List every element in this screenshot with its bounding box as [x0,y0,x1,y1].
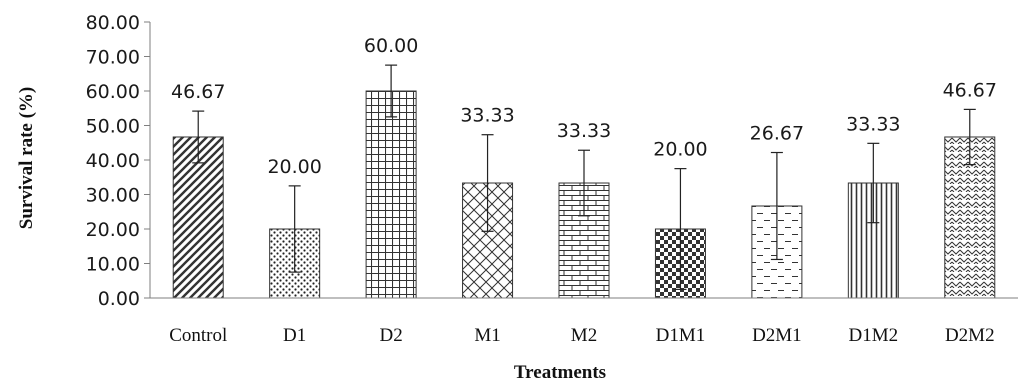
x-axis-categories: Control D1 D2 M1 M2 D1M1 D2M1 D1M2 D2M2 [169,325,994,346]
y-axis-ticks: 0.00 10.00 20.00 30.00 40.00 50.00 60.00 70.00 8… [86,12,150,310]
data-label: 20.00 [267,156,321,178]
y-tick-label: 20.00 [86,219,140,241]
y-tick-label: 80.00 [86,12,140,34]
x-category-label: M1 [474,325,500,346]
bar-control [172,136,224,299]
y-axis-title-text: Survival rate (%) [16,87,37,229]
y-tick-label: 30.00 [86,185,140,207]
x-category-label: D1M2 [849,325,899,346]
error-bars-group [192,64,976,290]
axes [149,22,1018,299]
x-category-label: D1 [283,325,306,346]
x-category-label: M2 [571,325,597,346]
data-label: 60.00 [364,35,418,57]
x-category-label: D1M1 [656,325,706,346]
data-label: 46.67 [171,81,225,103]
y-tick-label: 60.00 [86,81,140,103]
data-label: 33.33 [846,113,900,135]
x-category-label: Control [169,325,227,346]
x-category-label: D2M1 [752,325,802,346]
data-label: 33.33 [557,120,611,142]
data-label: 26.67 [750,123,804,145]
y-tick-label: 10.00 [86,254,140,276]
data-labels-group: 46.67 20.00 60.00 33.33 33.33 20.00 26.67 33.33… [171,35,997,178]
x-category-label: D2 [379,325,402,346]
y-tick-label: 40.00 [86,150,140,172]
bar-d2 [365,90,417,299]
x-axis-title: Treatments [514,362,606,383]
y-tick-label: 50.00 [86,116,140,138]
data-label: 46.67 [943,79,997,101]
y-tick-label: 0.00 [98,288,140,310]
data-label: 33.33 [460,105,514,127]
y-tick-label: 70.00 [86,47,140,69]
y-axis-title: Survival rate (%) [16,87,37,229]
x-category-label: D2M2 [945,325,995,346]
data-label: 20.00 [653,139,707,161]
